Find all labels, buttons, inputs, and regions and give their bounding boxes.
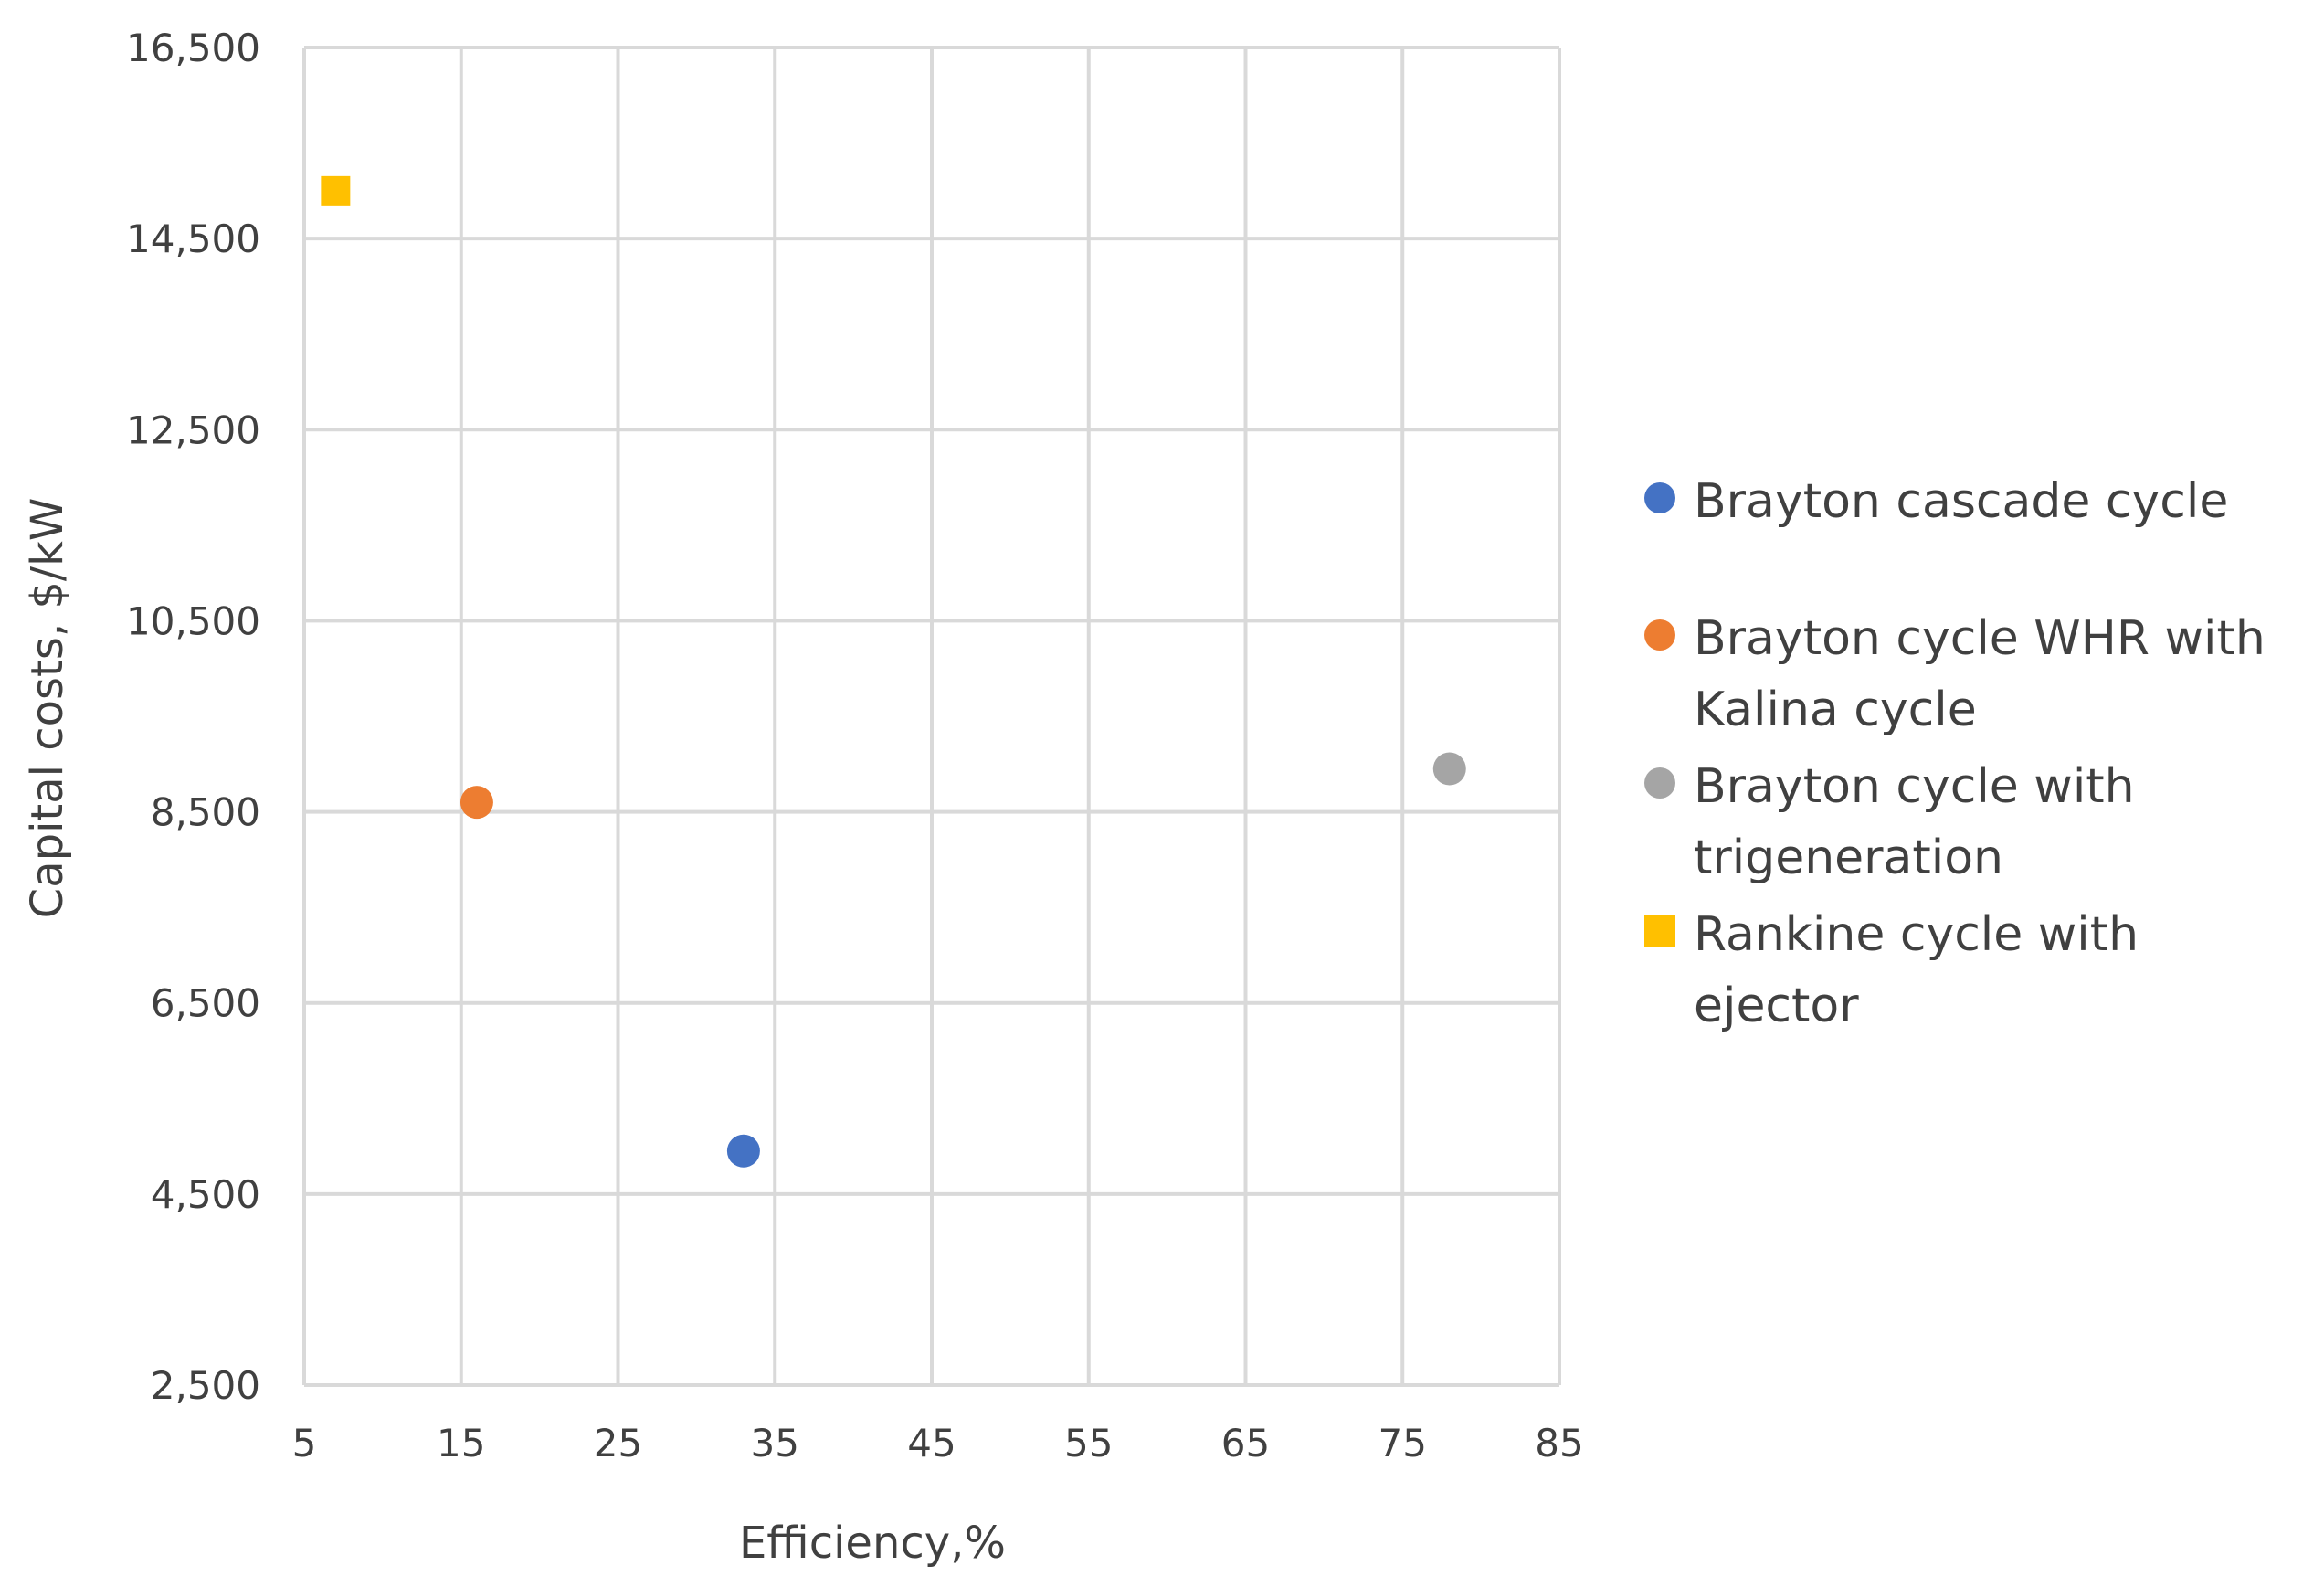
x-tick-label: 35 [751, 1421, 799, 1465]
legend-label: Brayton cascade cycle [1694, 474, 2229, 529]
legend-item-brayton-whr-kalina: Brayton cycle WHR with Kalina cycle [1644, 603, 2320, 746]
data-points [321, 175, 1466, 1168]
data-point [321, 175, 351, 206]
x-tick-label: 65 [1221, 1421, 1270, 1465]
y-tick-label: 14,500 [126, 217, 260, 261]
legend: Brayton cascade cycle Brayton cycle WHR … [1644, 466, 2320, 1047]
legend-item-brayton-cascade: Brayton cascade cycle [1644, 466, 2320, 537]
x-tick-label: 25 [594, 1421, 642, 1465]
y-tick-label: 10,500 [126, 598, 260, 643]
y-tick-label: 8,500 [151, 790, 260, 835]
x-tick-label: 55 [1064, 1421, 1113, 1465]
legend-item-brayton-trigeneration: Brayton cycle with trigeneration [1644, 751, 2320, 894]
legend-item-rankine-ejector: Rankine cycle with ejector [1644, 899, 2320, 1042]
x-tick-label: 15 [437, 1421, 485, 1465]
y-tick-label: 16,500 [126, 26, 260, 70]
x-tick-label: 75 [1379, 1421, 1427, 1465]
y-tick-label: 4,500 [151, 1172, 260, 1217]
data-point [1432, 752, 1466, 786]
x-axis-title: Efficiency,% [739, 1518, 1006, 1569]
legend-marker [1644, 767, 1675, 799]
tick-labels: 5 15 25 35 45 55 65 75 85 2,500 4,500 6,500 8,500 10,… [126, 26, 1584, 1465]
data-point [726, 1134, 760, 1168]
legend-marker [1644, 915, 1675, 947]
x-tick-label: 45 [907, 1421, 956, 1465]
scatter-chart: 5 15 25 35 45 55 65 75 85 2,500 4,500 6,500 8,500 10,… [22, 26, 1584, 1569]
y-axis-title: Capital costs, $/kW [22, 498, 73, 919]
legend-label: Rankine cycle with ejector [1694, 907, 2139, 1033]
x-tick-label: 85 [1535, 1421, 1583, 1465]
gridlines [302, 46, 1561, 1387]
x-tick-label: 5 [292, 1421, 317, 1465]
legend-label: Brayton cycle WHR with Kalina cycle [1694, 611, 2266, 737]
data-point [460, 786, 493, 820]
y-tick-label: 6,500 [151, 981, 260, 1026]
y-tick-label: 12,500 [126, 407, 260, 452]
y-tick-label: 2,500 [151, 1363, 260, 1408]
legend-marker [1644, 619, 1675, 651]
legend-marker [1644, 482, 1675, 513]
legend-label: Brayton cycle with trigeneration [1694, 759, 2135, 885]
